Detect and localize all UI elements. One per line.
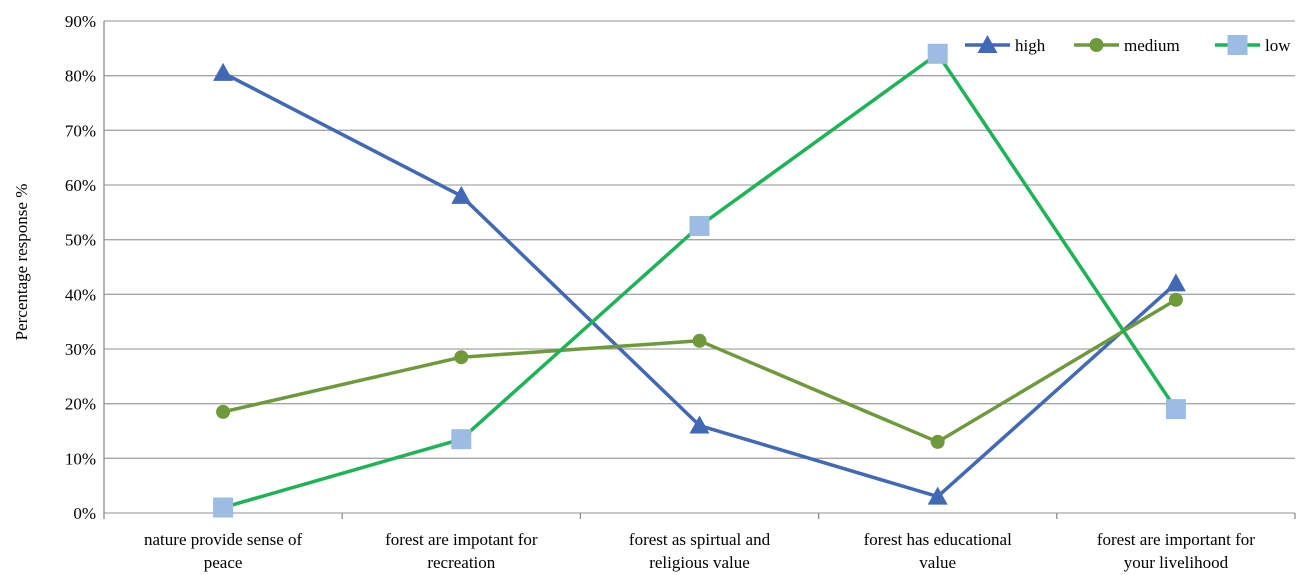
data-point-medium	[216, 404, 231, 419]
data-point-low	[927, 43, 948, 64]
legend-marker	[1089, 38, 1104, 52]
data-point-medium	[454, 350, 469, 365]
y-tick-label: 70%	[65, 121, 96, 140]
legend-label: low	[1265, 36, 1291, 55]
legend-marker	[977, 35, 998, 53]
data-point-high	[451, 185, 472, 204]
legend-item-medium: medium	[1074, 36, 1180, 55]
legend-item-low: low	[1215, 35, 1291, 55]
data-point-medium	[692, 333, 707, 348]
y-tick-label: 10%	[65, 449, 96, 468]
x-category-label: value	[919, 553, 956, 572]
y-tick-label: 80%	[65, 67, 96, 86]
legend-marker	[1227, 35, 1248, 55]
y-tick-label: 30%	[65, 340, 96, 359]
legend-label: medium	[1124, 36, 1180, 55]
x-category-label: forest as spirtual and	[629, 530, 771, 549]
series-medium	[216, 292, 1183, 449]
gridlines	[104, 20, 1295, 514]
axes: 0% 10% 20% 30% 40% 50% 60% 70% 80% 90% nature prov…	[65, 12, 1296, 572]
x-category-label: recreation	[427, 553, 495, 572]
y-tick-label: 50%	[65, 231, 96, 250]
series-group	[213, 43, 1186, 518]
series-high	[213, 62, 1186, 505]
series-line-low	[222, 52, 1178, 510]
data-point-low	[1165, 399, 1186, 420]
y-tick-label: 20%	[65, 395, 96, 414]
legend-label: high	[1015, 36, 1046, 55]
x-category-label: peace	[204, 553, 243, 572]
y-axis-title: Percentage response %	[12, 184, 31, 341]
data-point-low	[451, 429, 472, 450]
data-point-medium	[930, 434, 945, 449]
x-category-label: nature provide sense of	[144, 530, 302, 549]
x-category-label: forest are important for	[1097, 530, 1255, 549]
data-point-high	[689, 415, 710, 434]
data-point-high	[213, 62, 234, 81]
y-tick-label: 0%	[73, 504, 96, 523]
x-category-label: forest has educational	[864, 530, 1012, 549]
data-point-low	[689, 216, 710, 236]
x-category-label: forest are impotant for	[385, 530, 538, 549]
legend-item-high: high	[965, 35, 1046, 55]
data-point-high	[1165, 273, 1186, 292]
x-category-label: religious value	[649, 553, 750, 572]
data-point-low	[213, 497, 234, 518]
data-point-high	[927, 486, 948, 505]
series-low	[213, 43, 1186, 518]
y-tick-label: 40%	[65, 285, 96, 304]
x-category-label: your livelihood	[1124, 553, 1229, 572]
data-point-medium	[1168, 292, 1183, 307]
y-tick-label: 60%	[65, 176, 96, 195]
legend: high medium low	[965, 35, 1291, 55]
y-tick-label: 90%	[65, 12, 96, 31]
